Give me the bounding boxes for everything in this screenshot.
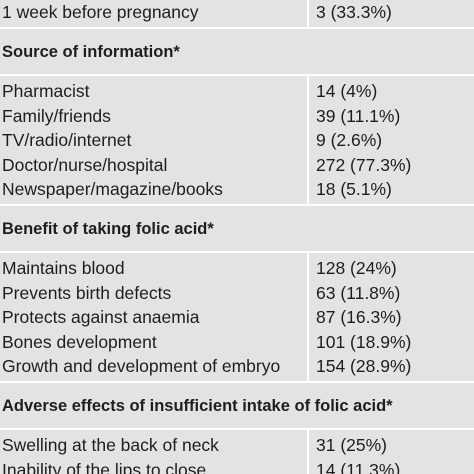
row-separator [0,251,474,253]
section-heading: Adverse effects of insufficient intake o… [2,397,393,415]
row-label: Bones development [2,331,157,352]
row-label: Newspaper/magazine/books [2,179,223,199]
section-heading: Source of information* [2,43,180,61]
row-value: 31 (25%) [316,435,388,455]
row-value: 128 (24%) [316,258,397,278]
column-divider [307,75,309,205]
row-value: 101 (18.9%) [316,331,412,352]
row-label: Protects against anaemia [2,307,200,327]
row-value: 14 (4%) [316,81,378,101]
row-value: 154 (28.9%) [316,356,412,376]
row-label: Maintains blood [2,258,125,278]
row-value: 14 (11.3%) [316,459,401,474]
row-separator [0,381,474,383]
row-value: 87 (16.3%) [316,307,402,327]
row-value: 63 (11.8%) [316,282,401,303]
column-divider [307,252,309,382]
row-label: TV/radio/internet [2,130,132,150]
row-value: 18 (5.1%) [316,179,392,199]
row-label: Inability of the lips to close [2,459,207,474]
column-divider [307,0,309,28]
row-label: Family/friends [2,105,111,126]
row-value: 272 (77.3%) [316,154,412,175]
row-label: 1 week before pregnancy [2,2,199,22]
row-separator [0,428,474,430]
column-divider [307,429,309,474]
row-value: 9 (2.6%) [316,130,383,150]
section-heading: Benefit of taking folic acid* [2,220,214,238]
row-label: Growth and development of embryo [2,356,281,376]
row-separator [0,204,474,206]
row-separator [0,74,474,76]
row-label: Prevents birth defects [2,282,172,303]
row-separator [0,27,474,29]
row-label: Swelling at the back of neck [2,435,219,455]
row-label: Doctor/nurse/hospital [2,154,168,175]
row-label: Pharmacist [2,81,90,101]
row-value: 39 (11.1%) [316,105,401,126]
row-value: 3 (33.3%) [316,2,392,22]
